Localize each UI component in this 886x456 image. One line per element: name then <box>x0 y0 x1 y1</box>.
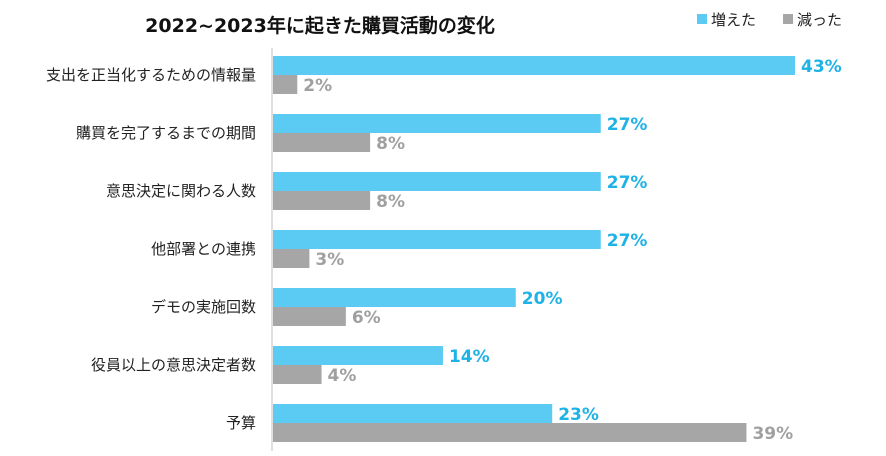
category-labels: 支出を正当化するための情報量購買を完了するまでの期間意思決定に関わる人数他部署と… <box>46 66 256 432</box>
bar-decreased <box>273 307 346 326</box>
bar-increased <box>273 172 601 191</box>
bar-increased <box>273 288 516 307</box>
data-label-decreased: 6% <box>352 308 381 328</box>
bar-decreased <box>273 365 322 384</box>
legend-label-decreased: 減った <box>797 11 842 29</box>
bars-group <box>273 56 795 442</box>
bar-decreased <box>273 249 310 268</box>
category-label: 支出を正当化するための情報量 <box>46 66 256 84</box>
bar-increased <box>273 114 601 133</box>
data-label-decreased: 2% <box>303 76 332 96</box>
bar-increased <box>273 56 795 75</box>
legend-swatch-increased <box>697 14 707 24</box>
data-label-decreased: 8% <box>376 192 405 212</box>
data-label-decreased: 4% <box>328 366 357 386</box>
data-label-increased: 14% <box>449 347 490 367</box>
legend: 増えた 減った <box>697 11 842 29</box>
data-label-decreased: 8% <box>376 134 405 154</box>
bar-increased <box>273 404 553 423</box>
data-label-increased: 27% <box>607 173 648 193</box>
legend-swatch-decreased <box>783 14 793 24</box>
bar-decreased <box>273 423 747 442</box>
bar-increased <box>273 230 601 249</box>
legend-label-increased: 増えた <box>711 11 756 29</box>
category-label: 購買を完了するまでの期間 <box>76 124 256 142</box>
data-label-increased: 27% <box>607 231 648 251</box>
bar-increased <box>273 346 443 365</box>
data-label-increased: 20% <box>522 289 563 309</box>
category-label: 予算 <box>226 414 256 432</box>
data-label-increased: 23% <box>558 405 599 425</box>
bar-decreased <box>273 191 371 210</box>
chart-title: 2022~2023年に起きた購買活動の変化 <box>145 14 495 37</box>
data-label-increased: 27% <box>607 115 648 135</box>
category-label: 役員以上の意思決定者数 <box>91 356 256 374</box>
bar-decreased <box>273 133 371 152</box>
data-label-decreased: 39% <box>752 424 793 444</box>
data-label-decreased: 3% <box>315 250 344 270</box>
category-label: デモの実施回数 <box>151 298 256 316</box>
category-label: 他部署との連携 <box>151 240 256 258</box>
value-labels: 43% 2% 27% 8% 27% 8% 27% 3% 20% 6% 14% 4% 23% 39% <box>303 57 841 444</box>
data-label-increased: 43% <box>801 57 842 77</box>
bar-decreased <box>273 75 298 94</box>
category-label: 意思決定に関わる人数 <box>106 182 256 200</box>
